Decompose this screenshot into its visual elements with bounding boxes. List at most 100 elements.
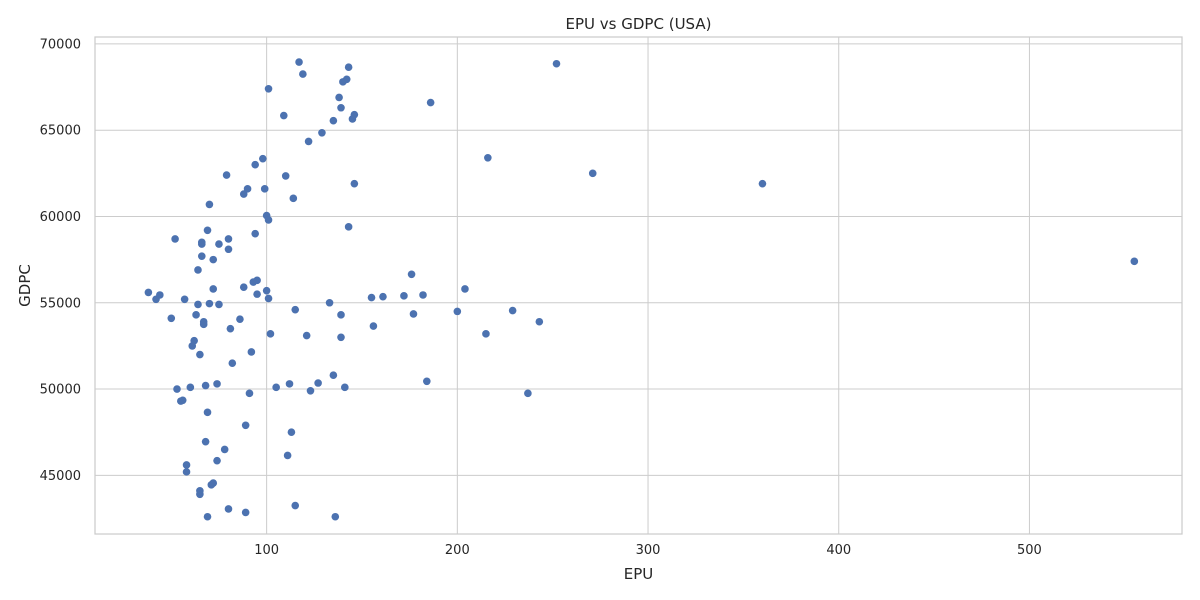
data-point — [419, 291, 427, 299]
data-point — [508, 306, 517, 315]
data-point — [171, 235, 179, 243]
data-point — [245, 389, 254, 398]
data-point — [1130, 257, 1139, 266]
data-point — [260, 185, 269, 193]
data-point — [423, 377, 431, 386]
y-tick-label: 70000 — [40, 37, 81, 52]
data-point — [201, 437, 210, 446]
data-point — [325, 298, 334, 307]
data-point — [196, 490, 204, 499]
data-point — [243, 185, 252, 193]
data-point — [239, 283, 248, 292]
y-tick-label: 45000 — [40, 469, 81, 484]
data-point — [203, 512, 212, 521]
data-point — [407, 270, 416, 279]
x-tick-label: 100 — [254, 543, 279, 558]
data-point — [186, 383, 195, 392]
data-point — [205, 200, 214, 209]
data-point — [426, 98, 435, 107]
data-point — [524, 389, 532, 398]
data-point — [329, 116, 338, 125]
data-point — [350, 110, 359, 119]
data-point — [344, 223, 353, 231]
data-point — [329, 371, 338, 380]
data-point — [228, 359, 237, 367]
data-point — [194, 300, 202, 309]
data-point — [182, 468, 191, 476]
data-point — [285, 380, 294, 388]
data-point — [482, 330, 490, 338]
data-point — [409, 310, 418, 318]
data-point — [201, 381, 210, 390]
data-point — [335, 93, 343, 102]
data-point — [379, 292, 387, 301]
data-point — [253, 290, 261, 298]
x-tick-label: 500 — [1017, 543, 1042, 558]
data-point — [318, 128, 326, 137]
data-point — [209, 255, 218, 264]
data-point — [213, 380, 221, 388]
y-tick-label: 55000 — [40, 296, 81, 311]
data-point — [299, 70, 307, 78]
y-tick-label: 65000 — [40, 124, 81, 139]
data-point — [262, 286, 271, 295]
plot-frame — [94, 36, 1183, 535]
data-point — [247, 348, 256, 356]
data-point — [203, 408, 212, 417]
x-tick-label: 300 — [636, 543, 661, 558]
data-point — [251, 229, 259, 238]
data-point — [226, 324, 235, 333]
data-point — [367, 293, 376, 302]
data-point — [291, 305, 300, 314]
data-point — [259, 154, 267, 163]
y-tick-label: 60000 — [40, 210, 81, 225]
data-point — [535, 317, 544, 326]
data-point — [213, 456, 221, 465]
data-point — [295, 58, 303, 66]
grid-lines — [95, 37, 1182, 534]
data-point — [205, 299, 214, 308]
data-point — [266, 330, 275, 338]
data-point — [167, 314, 176, 323]
data-point — [302, 331, 311, 340]
data-point — [552, 59, 561, 68]
data-point — [199, 320, 208, 329]
data-point — [241, 421, 250, 430]
data-point — [337, 311, 345, 319]
data-point — [224, 505, 233, 513]
data-point — [344, 63, 353, 71]
data-point — [222, 171, 231, 179]
data-point — [224, 235, 233, 243]
data-point — [236, 315, 244, 323]
data-point — [369, 322, 378, 330]
data-point — [484, 153, 492, 162]
data-point — [331, 512, 340, 521]
chart-title: EPU vs GDPC (USA) — [566, 15, 712, 33]
data-points — [144, 58, 1139, 521]
data-point — [190, 336, 198, 345]
data-point — [314, 379, 322, 387]
data-point — [173, 385, 181, 393]
data-point — [178, 396, 187, 405]
data-point — [400, 292, 408, 300]
data-point — [281, 172, 290, 180]
data-point — [304, 137, 313, 146]
data-point — [192, 311, 200, 319]
data-point — [215, 300, 223, 309]
x-axis-label: EPU — [624, 565, 654, 583]
data-point — [337, 103, 345, 112]
data-point — [182, 461, 191, 469]
y-tick-labels: 45000 50000 55000 60000 65000 70000 — [40, 37, 81, 483]
x-tick-label: 200 — [445, 543, 470, 558]
data-point — [224, 245, 233, 254]
data-point — [203, 226, 212, 235]
x-tick-label: 400 — [826, 543, 851, 558]
data-point — [453, 307, 462, 316]
data-point — [197, 252, 206, 260]
data-point — [264, 84, 273, 93]
data-point — [197, 240, 206, 248]
data-point — [264, 216, 273, 224]
data-point — [144, 288, 153, 297]
